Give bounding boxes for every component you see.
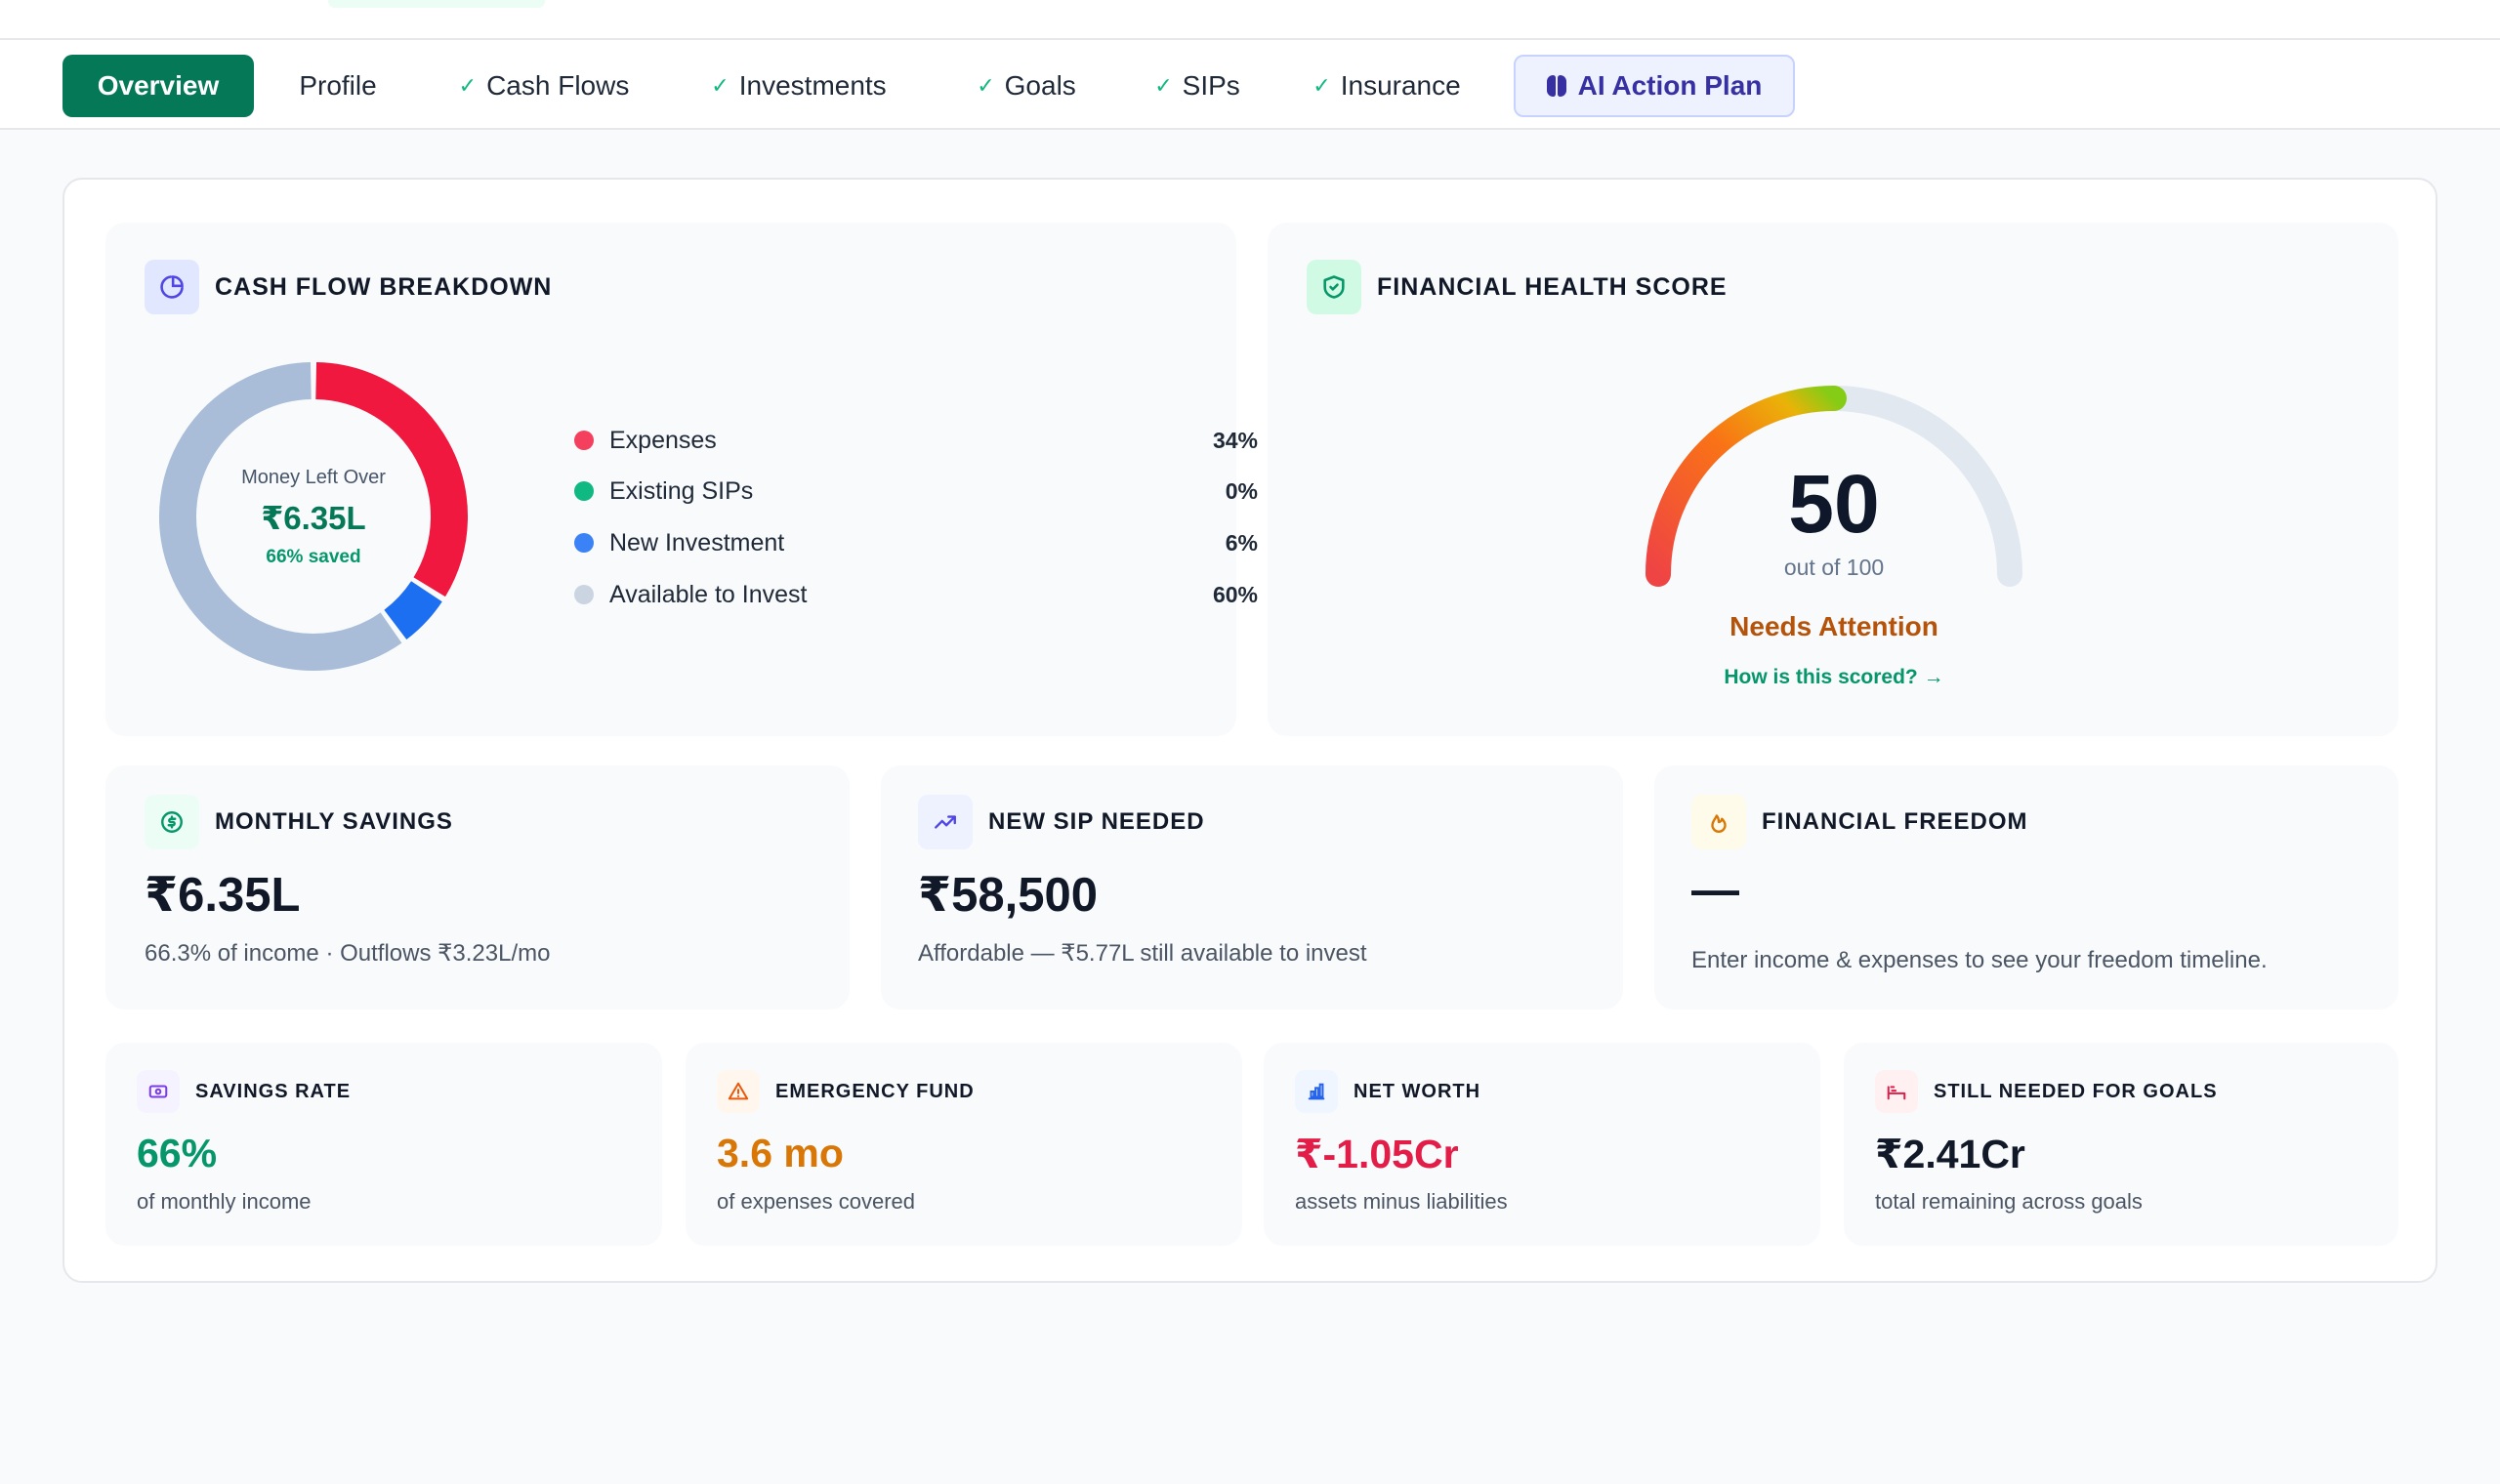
- cash-flow-donut-chart: [159, 362, 468, 671]
- legend-item-existing-sips: Existing SIPs 0%: [574, 472, 1258, 511]
- emergency-fund-title: EMERGENCY FUND: [717, 1070, 975, 1113]
- savings-rate-sub: of monthly income: [137, 1189, 312, 1214]
- dollar-circle-icon: [145, 795, 199, 849]
- tab-label: Overview: [97, 70, 220, 101]
- financial-freedom-title: FINANCIAL FREEDOM: [1691, 795, 2028, 849]
- check-icon: ✓: [458, 73, 478, 99]
- health-score-out-of: out of 100: [1783, 555, 1885, 580]
- goals-needed-value: ₹2.41Cr: [1875, 1132, 2025, 1176]
- monthly-savings-value: ₹6.35L: [145, 869, 301, 922]
- top-header-strip: [0, 0, 2500, 40]
- monthly-savings-sub: 66.3% of income · Outflows ₹3.23L/mo: [145, 940, 551, 967]
- money-left-label: Money Left Over: [241, 467, 386, 488]
- header-pill: [328, 0, 545, 8]
- check-icon: ✓: [1312, 73, 1331, 99]
- new-sip-card: NEW SIP NEEDED ₹58,500 Affordable — ₹5.7…: [881, 765, 1623, 1010]
- health-score-value: 50: [1788, 458, 1880, 550]
- legend-dot: [574, 533, 594, 553]
- legend-dot: [574, 431, 594, 450]
- tab-label: Investments: [738, 70, 887, 101]
- check-icon: ✓: [1154, 73, 1173, 99]
- emergency-fund-sub: of expenses covered: [717, 1189, 916, 1214]
- tab-label: AI Action Plan: [1577, 70, 1763, 101]
- health-score-gauge: [1646, 386, 2022, 587]
- overview-panel: CASH FLOW BREAKDOWN Money Left Over ₹6.3…: [62, 178, 2438, 1283]
- emergency-fund-value: 3.6 mo: [717, 1131, 844, 1175]
- goals-needed-sub: total remaining across goals: [1875, 1189, 2143, 1214]
- goals-needed-title: STILL NEEDED FOR GOALS: [1875, 1070, 2218, 1113]
- new-sip-sub: Affordable — ₹5.77L still available to i…: [918, 940, 1367, 967]
- trending-up-icon: [918, 795, 973, 849]
- brain-icon: [1546, 75, 1566, 97]
- tab-sips[interactable]: ✓ SIPs: [1137, 55, 1258, 117]
- tab-label: Insurance: [1340, 70, 1461, 101]
- legend-dot: [574, 481, 594, 501]
- financial-freedom-sub: Enter income & expenses to see your free…: [1691, 947, 2268, 973]
- new-sip-title: NEW SIP NEEDED: [918, 795, 1205, 849]
- donut-center: Money Left Over ₹6.35L 66% saved: [191, 467, 436, 568]
- tab-profile[interactable]: Profile: [277, 55, 398, 117]
- check-icon: ✓: [977, 73, 995, 99]
- cash-flow-title: CASH FLOW BREAKDOWN: [145, 260, 552, 314]
- money-left-value: ₹6.35L: [261, 500, 366, 536]
- net-worth-title: NET WORTH: [1295, 1070, 1480, 1113]
- tab-label: Cash Flows: [486, 70, 630, 101]
- emergency-fund-card: EMERGENCY FUND 3.6 mo of expenses covere…: [686, 1043, 1242, 1246]
- net-worth-card: NET WORTH ₹-1.05Cr assets minus liabilit…: [1264, 1043, 1820, 1246]
- savings-rate-title: SAVINGS RATE: [137, 1070, 351, 1113]
- piggy-bank-icon: [137, 1070, 180, 1113]
- how-scored-link[interactable]: How is this scored? →: [1724, 666, 1944, 688]
- health-status: Needs Attention: [1729, 611, 1938, 641]
- tab-overview[interactable]: Overview: [62, 55, 254, 117]
- cash-flow-card: CASH FLOW BREAKDOWN Money Left Over ₹6.3…: [105, 223, 1258, 736]
- tab-insurance[interactable]: ✓ Insurance: [1299, 55, 1475, 117]
- pie-chart-icon: [145, 260, 199, 314]
- savings-rate-card: SAVINGS RATE 66% of monthly income: [105, 1043, 662, 1246]
- tab-cash-flows[interactable]: ✓ Cash Flows: [441, 55, 646, 117]
- donut-slice-new-investment: [383, 580, 442, 640]
- check-icon: ✓: [711, 73, 729, 99]
- warning-triangle-icon: [717, 1070, 760, 1113]
- financial-freedom-value: —: [1691, 864, 1739, 917]
- new-sip-value: ₹58,500: [918, 869, 1098, 922]
- gauge-fill: [1646, 386, 1847, 587]
- legend-dot: [574, 585, 594, 604]
- donut-slice-available-to-invest: [159, 362, 402, 671]
- goals-needed-card: STILL NEEDED FOR GOALS ₹2.41Cr total rem…: [1844, 1043, 2398, 1246]
- tab-bar: Overview Profile ✓ Cash Flows ✓ Investme…: [0, 40, 2500, 130]
- monthly-savings-title: MONTHLY SAVINGS: [145, 795, 453, 849]
- tab-investments[interactable]: ✓ Investments: [693, 55, 904, 117]
- tab-label: Goals: [1004, 70, 1076, 101]
- tab-goals[interactable]: ✓ Goals: [957, 55, 1096, 117]
- shield-check-icon: [1307, 260, 1361, 314]
- bed-icon: [1875, 1070, 1918, 1113]
- net-worth-value: ₹-1.05Cr: [1295, 1132, 1459, 1176]
- net-worth-sub: assets minus liabilities: [1295, 1189, 1508, 1214]
- saved-percent: 66% saved: [266, 547, 361, 567]
- financial-freedom-card: FINANCIAL FREEDOM — Enter income & expen…: [1654, 765, 2398, 1010]
- legend-item-available: Available to Invest 60%: [574, 575, 1258, 614]
- flame-icon: [1691, 795, 1746, 849]
- monthly-savings-card: MONTHLY SAVINGS ₹6.35L 66.3% of income ·…: [105, 765, 850, 1010]
- tab-label: SIPs: [1182, 70, 1240, 101]
- health-score-card: FINANCIAL HEALTH SCORE 50 out of 100 Nee…: [1268, 223, 2398, 736]
- health-score-title: FINANCIAL HEALTH SCORE: [1307, 260, 1728, 314]
- legend-item-expenses: Expenses 34%: [574, 421, 1258, 460]
- tab-label: Profile: [299, 70, 377, 101]
- donut-slice-expenses: [314, 362, 468, 598]
- savings-rate-value: 66%: [137, 1131, 218, 1175]
- legend-item-new-investment: New Investment 6%: [574, 523, 1258, 562]
- bar-chart-icon: [1295, 1070, 1338, 1113]
- tab-ai-action-plan[interactable]: AI Action Plan: [1514, 55, 1795, 117]
